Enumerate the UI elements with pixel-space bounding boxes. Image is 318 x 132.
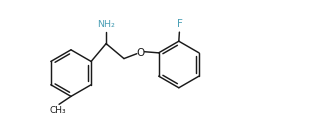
Text: F: F [177,19,183,29]
Text: NH₂: NH₂ [97,20,115,29]
Text: O: O [136,48,145,58]
Text: CH₃: CH₃ [49,106,66,115]
